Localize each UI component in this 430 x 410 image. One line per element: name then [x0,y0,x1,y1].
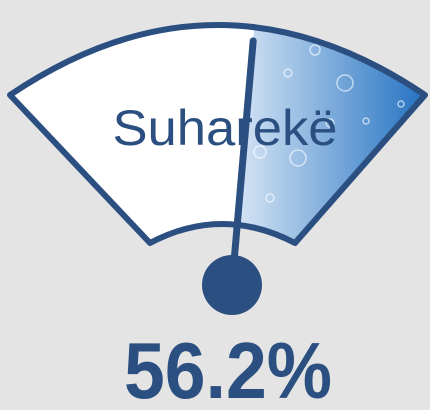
page: Suharekë 56.2% (() => { const data = JSO… [0,0,430,410]
needle-pivot [202,255,262,315]
chart: Suharekë 56.2% [0,0,430,410]
value-label: 56.2% [124,326,332,410]
gauge-label: Suharekë [113,100,338,156]
